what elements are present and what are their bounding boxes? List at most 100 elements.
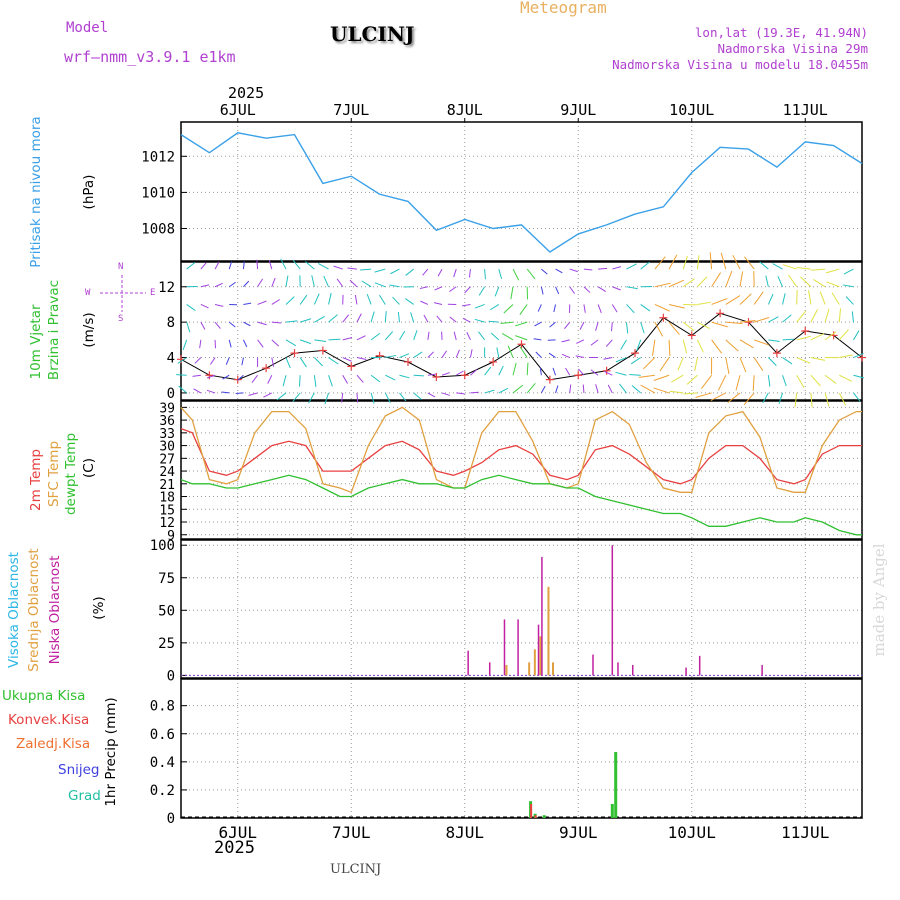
wind-arrow <box>484 366 492 376</box>
wind-arrow <box>697 321 710 329</box>
wind-arrow <box>186 322 191 333</box>
wind-arrow <box>842 284 854 288</box>
wind-arrow <box>199 339 202 349</box>
wind-arrow <box>441 350 448 358</box>
wind-arrow <box>237 374 244 381</box>
wind-arrow <box>399 330 406 341</box>
xtick-label-top: 11JUL <box>783 101 828 119</box>
compass-w: W <box>85 288 91 298</box>
wind-arrow <box>186 262 196 270</box>
panel-frame <box>180 261 863 401</box>
wind-arrow <box>507 345 514 358</box>
wind-arrow <box>671 374 684 383</box>
wind-arrow <box>285 296 295 305</box>
wind-arrow <box>605 339 613 347</box>
wind-arrow <box>441 372 450 376</box>
wind-arrow <box>611 304 618 313</box>
model-name: wrf–nmm_v3.9.1 e1km <box>64 48 236 66</box>
precip-total-bar <box>610 803 614 818</box>
xtick-label-bottom: 6JUL <box>218 823 257 842</box>
wind-arrow <box>654 256 666 270</box>
wind-marker <box>404 357 412 366</box>
wind-arrow <box>612 286 621 291</box>
wind-arrow <box>501 332 514 341</box>
wind-arrow <box>782 375 787 387</box>
wind-arrow <box>701 374 713 389</box>
wind-arrow <box>725 270 733 287</box>
wind-marker <box>432 373 441 381</box>
wind-arrow <box>462 317 471 323</box>
wind-arrow <box>298 375 301 387</box>
wind-arrow <box>194 357 202 364</box>
ytick-label: 0.8 <box>150 699 175 715</box>
wind-arrow <box>620 339 627 350</box>
wind-arrow <box>311 275 315 287</box>
sfc-temp-line <box>180 406 862 494</box>
wind-arrow <box>470 391 479 394</box>
ytick-label: 50 <box>158 603 175 619</box>
wind-arrow <box>831 292 840 305</box>
wind-arrow <box>366 293 372 305</box>
wind-arrow <box>659 357 670 372</box>
wind-arrow <box>555 268 563 274</box>
wind-arrow <box>555 385 559 394</box>
wind-arrow <box>225 357 230 365</box>
station-title: ULCINJ <box>330 22 415 46</box>
precip-total-bar <box>542 815 546 818</box>
wind-arrow <box>370 311 375 323</box>
wind-arrow <box>235 392 244 395</box>
xtick-label-top: 10JUL <box>669 101 714 119</box>
wind-arrow <box>498 268 503 280</box>
wind-arrow <box>697 301 712 305</box>
wind-arrow <box>643 357 656 370</box>
wind-arrow <box>597 286 606 292</box>
wind-arrow <box>423 314 429 323</box>
wind-arrow <box>282 375 287 387</box>
wind-arrow <box>788 274 798 288</box>
precip-conv-bar <box>530 803 533 818</box>
wind-arrow <box>308 392 315 404</box>
precip-conv-bar <box>534 815 537 818</box>
ytick-label: 9 <box>167 529 175 544</box>
wind-arrow <box>436 315 443 323</box>
wind-marker <box>659 313 668 322</box>
wind-arrow <box>595 322 599 331</box>
wind-arrow <box>739 339 754 349</box>
wind-arrow <box>782 314 792 323</box>
wind-arrow <box>853 392 861 402</box>
panel-frame <box>180 400 863 540</box>
ytick-label: 12 <box>159 516 175 531</box>
wind-arrow <box>267 375 273 384</box>
wind-arrow <box>399 374 410 379</box>
wind-arrow <box>824 374 837 384</box>
wind-arrow <box>631 385 641 394</box>
precip-unit: 1hr Precip (mm) <box>103 697 119 807</box>
wind-arrow <box>342 374 349 384</box>
ytick-label: 4 <box>167 351 175 367</box>
wind-arrow <box>314 357 323 367</box>
wind-arrow <box>280 258 287 270</box>
wind-arrow <box>305 261 315 270</box>
wind-arrow <box>561 339 570 343</box>
panel-frame <box>180 121 863 262</box>
wind-arrow <box>342 314 350 323</box>
ytick-label: 30 <box>159 440 175 455</box>
wind-arrow <box>200 262 207 270</box>
wind-arrow <box>519 304 528 316</box>
wind-arrow <box>228 281 236 288</box>
wind-arrow <box>374 282 386 288</box>
wind-arrow <box>453 331 457 340</box>
wind-arrow <box>419 286 428 290</box>
compass-e: E <box>150 288 156 298</box>
ytick-label: 0.4 <box>150 755 175 771</box>
wind-arrow <box>370 374 381 383</box>
wind-arrow <box>540 286 544 295</box>
xtick-label-top: 8JUL <box>447 101 483 119</box>
wind-arrow <box>695 392 712 398</box>
wind-arrow <box>299 294 308 305</box>
wind-arrow <box>214 303 224 307</box>
wind-arrow <box>838 329 849 341</box>
wind-arrow <box>709 252 713 270</box>
cloud-high-label: Visoka Oblacnost <box>6 552 22 668</box>
wind-arrow <box>221 391 230 394</box>
